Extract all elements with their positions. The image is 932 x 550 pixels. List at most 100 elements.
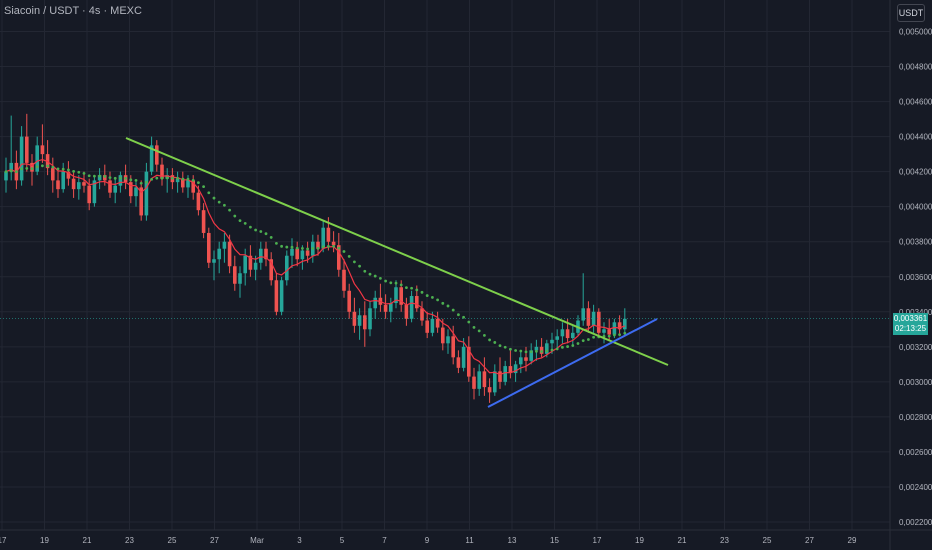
- candle-body: [77, 182, 81, 190]
- ema-slow-dot: [368, 272, 372, 276]
- candle-body: [35, 145, 39, 172]
- uptrend-line: [487, 318, 658, 408]
- candle-body: [467, 346, 471, 377]
- ema-slow-dot: [295, 246, 299, 250]
- candle-body: [586, 308, 591, 326]
- candle-body: [51, 168, 55, 181]
- ema-slow-dot: [51, 165, 55, 169]
- ema-slow-dot: [451, 308, 455, 312]
- ema-slow-dot: [46, 164, 49, 168]
- candle-body: [534, 346, 539, 351]
- ema-slow-dot: [249, 225, 252, 229]
- candle-body: [612, 322, 617, 335]
- x-tick-label: 9: [425, 536, 430, 545]
- candle-body: [550, 339, 554, 344]
- candle-body: [565, 329, 570, 339]
- candle-body: [519, 357, 523, 365]
- ema-slow-dot: [436, 298, 439, 302]
- candle-body: [529, 350, 533, 361]
- candle-body: [441, 327, 445, 344]
- ema-slow-dot: [379, 276, 382, 280]
- candle-body: [186, 180, 190, 188]
- ema-slow-dot: [20, 167, 23, 171]
- candle-body: [264, 248, 268, 260]
- y-tick-label: 0,002600: [899, 448, 932, 457]
- candle-body: [181, 178, 185, 188]
- candle-body: [113, 185, 117, 193]
- ema-slow-dot: [243, 222, 247, 225]
- candle-body: [155, 145, 159, 165]
- ema-slow-dot: [467, 320, 471, 324]
- candle-body: [503, 366, 507, 382]
- ema-slow-dot: [160, 176, 164, 180]
- ema-slow-dot: [555, 347, 559, 351]
- candle-body: [248, 255, 253, 270]
- candle-body: [71, 178, 76, 190]
- candle-body: [274, 280, 279, 312]
- candle-body: [134, 187, 138, 197]
- ema-slow-dot: [592, 335, 595, 339]
- candle-body: [305, 250, 310, 256]
- y-tick-label: 0,003400: [899, 308, 932, 317]
- ema-slow-dot: [280, 244, 283, 248]
- candle-body: [207, 232, 211, 263]
- candle-body: [508, 366, 513, 374]
- candle-body: [40, 145, 45, 155]
- ema-slow-dot: [124, 176, 127, 180]
- ema-slow-dot: [483, 333, 486, 337]
- ema-slow-dot: [311, 246, 315, 250]
- ema-slow-dot: [103, 174, 107, 178]
- ema-slow-dot: [618, 333, 621, 336]
- candle-body: [97, 175, 102, 181]
- candle-body: [326, 227, 331, 242]
- ema-slow-dot: [56, 167, 60, 171]
- ema-slow-dot: [441, 301, 445, 305]
- ema-slow-dot: [264, 232, 268, 236]
- candle-body: [399, 287, 403, 305]
- candle-body: [581, 308, 585, 321]
- ema-slow-dot: [212, 196, 216, 200]
- x-tick-label: 23: [720, 536, 729, 545]
- ema-slow-dot: [275, 241, 278, 245]
- candle-body: [477, 371, 481, 389]
- candle-body: [129, 182, 133, 197]
- ema-slow-dot: [108, 176, 112, 180]
- candle-body: [238, 273, 242, 284]
- x-tick-label: 13: [508, 536, 517, 545]
- symbol-title: Siacoin / USDT · 4s · MEXC: [4, 5, 142, 17]
- ema-slow-dot: [113, 176, 117, 180]
- candle-body: [357, 315, 362, 326]
- y-tick-label: 0,002800: [899, 413, 932, 422]
- current-price-value: 0,003361: [893, 314, 928, 323]
- ema-slow-dot: [431, 296, 434, 299]
- candle-body: [389, 303, 393, 312]
- candle-body: [560, 329, 565, 337]
- ema-slow-dot: [587, 338, 590, 341]
- candle-body: [331, 241, 336, 246]
- x-tick-label: 29: [848, 536, 857, 545]
- ema-slow-dot: [165, 176, 169, 180]
- current-price-tag: 0,003361 02:13:25: [893, 313, 928, 335]
- bar-countdown: 02:13:25: [894, 324, 927, 333]
- ema-slow-dot: [540, 350, 543, 353]
- ema-slow-dot: [363, 269, 367, 273]
- candle-body: [425, 320, 429, 333]
- ema-slow-dot: [607, 334, 611, 338]
- ema-slow-dot: [238, 219, 242, 223]
- currency-button[interactable]: USDT: [897, 4, 925, 22]
- ema-slow-dot: [342, 250, 346, 253]
- ema-slow-dot: [462, 315, 465, 319]
- y-tick-label: 0,004800: [899, 63, 932, 72]
- ema-slow-dot: [25, 167, 29, 170]
- ema-slow-dot: [347, 254, 351, 258]
- candle-body: [259, 248, 263, 263]
- ema-slow-dot: [77, 170, 81, 174]
- ema-slow-dot: [488, 338, 491, 342]
- ema-slow-dot: [197, 181, 200, 185]
- candle-body: [383, 304, 388, 312]
- candle-body: [118, 175, 123, 186]
- ema-fast-line: [5, 158, 626, 376]
- y-tick-label: 0,004000: [899, 203, 932, 212]
